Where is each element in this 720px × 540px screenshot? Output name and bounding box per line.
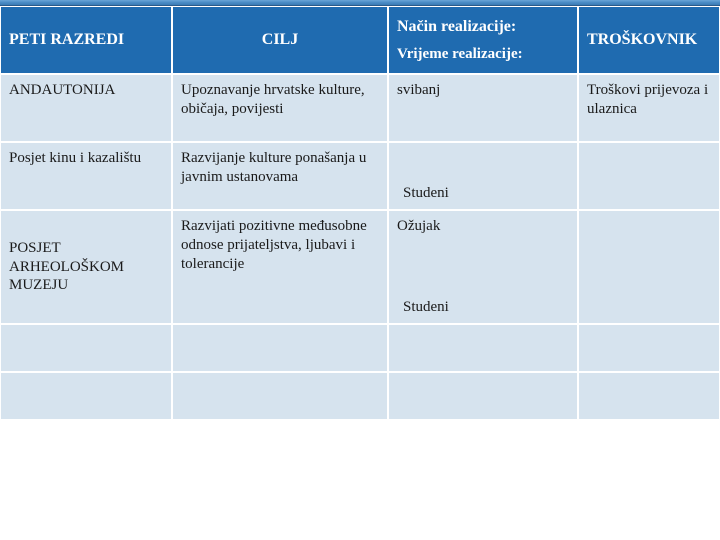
table-row: Razvijanje kulture ponašanja u javnim us… [172,142,388,210]
row3-c1: POSJET ARHEOLOŠKOM MUZEJU [9,239,163,295]
header-col2: CILJ [172,6,388,74]
table-row [578,142,720,210]
table-row: Ožujak Studeni [388,210,578,324]
header-col3: Način realizacije: Vrijeme realizacije: [388,6,578,74]
header-col1-label: PETI RAZREDI [9,30,163,50]
row1-c4: Troškovi prijevoza i ulaznica [587,82,708,117]
table-row [172,372,388,420]
table-row [388,324,578,372]
header-col1: PETI RAZREDI [0,6,172,74]
table-row: POSJET ARHEOLOŠKOM MUZEJU [0,210,172,324]
row1-c3: svibanj [397,82,440,98]
row3-c3-top: Ožujak [397,217,569,236]
table-row [0,372,172,420]
row2-c1: Posjet kinu i kazalištu [9,150,141,166]
header-col3-top-label: Način realizacije: [397,17,569,37]
header-col4: TROŠKOVNIK [578,6,720,74]
row3-c2: Razvijati pozitivne međusobne odnose pri… [181,218,367,272]
table-row [172,324,388,372]
row1-c1: ANDAUTONIJA [9,82,115,98]
table-row [0,324,172,372]
row1-c2: Upoznavanje hrvatske kulture, običaja, p… [181,82,365,117]
table-row: Troškovi prijevoza i ulaznica [578,74,720,142]
row2-c2: Razvijanje kulture ponašanja u javnim us… [181,150,366,185]
table-row [578,324,720,372]
row2-c3: Studeni [397,184,449,203]
table-row: Upoznavanje hrvatske kulture, običaja, p… [172,74,388,142]
curriculum-table: PETI RAZREDI CILJ Način realizacije: Vri… [0,6,720,540]
table-row [578,210,720,324]
table-row [388,372,578,420]
header-col4-label: TROŠKOVNIK [587,30,711,50]
row3-c3-bottom: Studeni [397,298,569,317]
table-row [578,372,720,420]
table-row: Studeni [388,142,578,210]
header-col3-bottom-label: Vrijeme realizacije: [397,45,569,64]
header-col2-label: CILJ [262,30,298,50]
table-row: Razvijati pozitivne međusobne odnose pri… [172,210,388,324]
table-row: Posjet kinu i kazalištu [0,142,172,210]
table-row: ANDAUTONIJA [0,74,172,142]
page: PETI RAZREDI CILJ Način realizacije: Vri… [0,0,720,540]
table-row: svibanj [388,74,578,142]
